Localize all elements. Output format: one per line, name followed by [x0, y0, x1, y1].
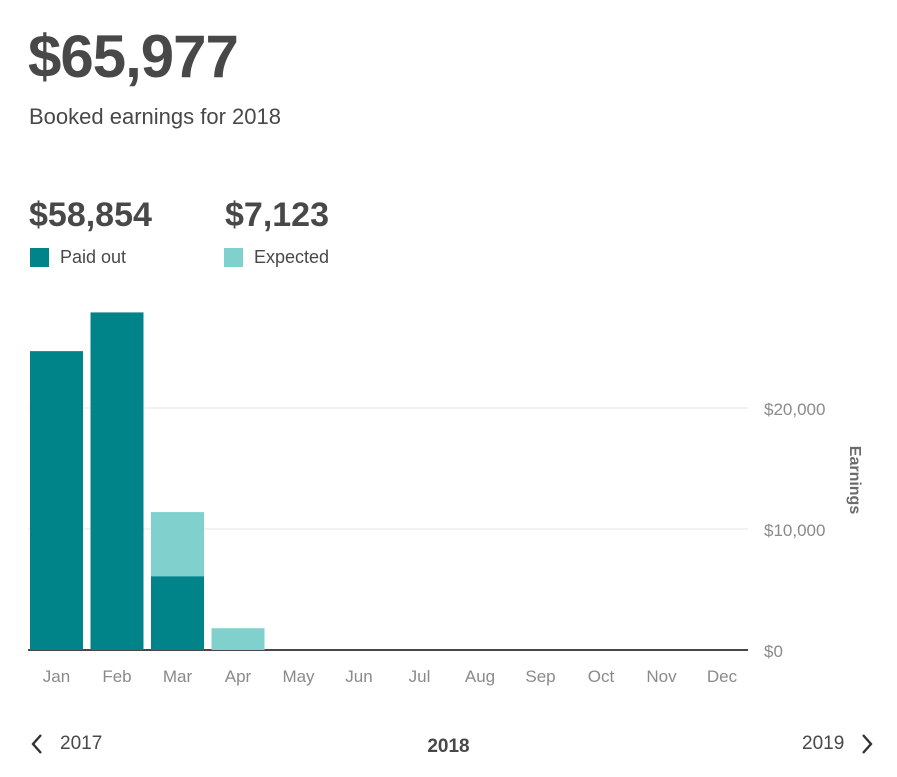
expected-label: Expected	[254, 247, 330, 267]
total-earnings: $65,977	[28, 23, 239, 90]
y-axis-label: Earnings	[846, 446, 863, 515]
x-tick-label: Sep	[525, 667, 555, 686]
expected-legend: Expected	[224, 247, 329, 268]
next-year-label: 2019	[802, 733, 845, 754]
x-tick-label: Jun	[345, 667, 372, 686]
x-tick-label: Dec	[707, 667, 738, 686]
paid-out-legend: Paid out	[30, 247, 126, 268]
prev-year-button[interactable]: 2017	[30, 733, 102, 755]
y-tick-label: $0	[764, 642, 783, 661]
y-tick-label: $10,000	[764, 521, 825, 540]
prev-year-label: 2017	[60, 733, 103, 754]
grid-layer	[28, 407, 748, 651]
x-tick-label: Feb	[102, 667, 131, 686]
earnings-subtitle: Booked earnings for 2018	[29, 104, 281, 129]
current-year: 2018	[427, 736, 470, 757]
chevron-right-icon	[862, 734, 873, 754]
x-tick-label: Jul	[409, 667, 431, 686]
y-tick-label: $20,000	[764, 400, 825, 419]
paid-out-label: Paid out	[60, 247, 127, 267]
bar-feb-paid-out	[90, 312, 144, 650]
expected-swatch	[224, 248, 243, 267]
x-tick-label: Aug	[465, 667, 495, 686]
x-tick-label: Oct	[588, 667, 615, 686]
labels-layer: $0 $10,000 $20,000 Jan Feb Mar Apr May Jun Jul Aug…	[43, 400, 826, 686]
bar-jan-paid-out	[30, 351, 83, 650]
x-tick-label: Mar	[163, 667, 193, 686]
bar-mar-paid-out	[151, 576, 204, 650]
bar-apr-expected	[211, 628, 265, 650]
x-tick-label: Apr	[225, 667, 252, 686]
paid-out-swatch	[30, 248, 49, 267]
x-tick-label: Nov	[646, 667, 677, 686]
bar-mar-expected	[151, 512, 204, 577]
x-tick-label: Jan	[43, 667, 70, 686]
expected-amount: $7,123	[225, 196, 329, 234]
chevron-left-icon	[31, 734, 42, 754]
paid-out-amount: $58,854	[29, 196, 152, 234]
x-tick-label: May	[282, 667, 315, 686]
bars-layer	[30, 312, 265, 650]
earnings-chart: $0 $10,000 $20,000 Jan Feb Mar Apr May Jun Jul Aug…	[28, 312, 863, 686]
next-year-button[interactable]: 2019	[802, 733, 874, 755]
